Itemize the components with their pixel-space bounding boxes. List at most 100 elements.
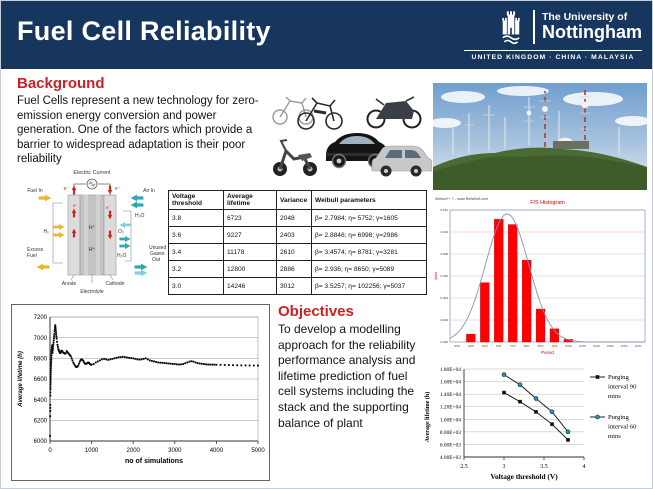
conv-point [130,357,133,360]
conv-point [205,363,207,366]
diagram-label-h2o: H₂O [135,213,145,219]
conv-point [219,363,222,366]
conv-point [69,354,71,357]
hist-xtick-label: 4800 [468,344,474,348]
conv-point [140,358,143,361]
conv-point [148,359,151,362]
header-bar: Fuel Cell Reliability [1,1,652,69]
hist-bar [480,282,490,343]
conv-point [198,362,201,365]
purging-interval-chart: 1.80E+04 1.60E+04 1.40E+04 1.20E+04 1.00E+04… [424,367,637,481]
hist-xtick-label: 13600 [620,344,628,348]
conv-point [240,364,243,367]
conv-point [49,386,52,389]
conv-point [67,352,70,355]
purge-xtick-label: 3 [503,464,506,470]
purge-ytick-label: 1.60E+04 [440,380,461,386]
purge-marker-circle [549,409,555,415]
conv-point [173,363,176,365]
purge-marker-square [550,422,554,426]
table-cell: 9227 [223,226,277,244]
diagram-label-electron: e⁻ [115,186,121,192]
conv-ytick-label: 6600 [34,377,48,383]
table-cell: β= 2.7984; η= 5752; γ=1605 [311,209,427,227]
conv-point [105,358,108,361]
conv-point [49,407,52,409]
convergence-chart-frame: 6000 6200 6400 6600 6800 7000 7200 0 1000 2000 300… [11,304,270,481]
table-row: 3.0 14246 3012 β= 3.5257; η= 102256; γ=5037 [168,277,427,295]
conv-point [78,362,81,365]
fuel-cell-diagram: Electric Current Fuel In Air In e⁻ e⁻ e⁻… [27,170,166,295]
conv-point [207,363,209,366]
conv-point [50,346,53,349]
diagram-label-anode: Anode [62,281,77,287]
conv-point [126,356,128,359]
hist-xtick-label: 12800 [607,344,615,348]
conv-point [136,358,139,361]
hist-xtick-label: 4000 [454,344,460,348]
hist-xtick-label: 8000 [524,344,530,348]
conv-point [94,361,97,364]
table-header-cell: Voltage threshold [168,190,224,210]
conv-point [50,365,52,367]
purge-ytick-label: 8.00E+03 [440,430,461,436]
hist-xtick-label: 7200 [510,344,516,348]
conv-ylabel: Average lifetime (h) [18,351,24,408]
conv-point [111,357,114,360]
purge-legend-label: interval 90 [608,384,637,391]
conv-point [196,362,199,364]
conv-point [209,363,212,366]
purge-marker-square [518,399,522,404]
table-body: 3.8 6723 2048 β= 2.7984; η= 5752; γ=1605 3.6… [168,209,427,295]
conv-point [50,354,53,357]
conv-point [200,362,203,365]
conv-point [92,363,95,365]
logo-line2: Nottingham [542,22,642,43]
conv-point [167,362,170,365]
conv-point [163,362,166,364]
conv-point [213,363,216,366]
hist-xtick-label: 5600 [482,344,488,348]
purge-marker-circle [595,414,600,420]
conv-point [186,361,189,364]
conv-point [58,350,61,352]
hist-bar [466,333,476,343]
table-cell: β= 3.4574; η= 8781; γ=3281 [311,243,427,261]
conv-point [55,333,58,336]
purge-marker-circle [517,382,523,388]
conv-point [257,364,259,367]
conv-point [53,337,55,340]
conv-point [50,363,52,365]
conv-ytick-label: 7200 [34,315,48,321]
purge-ytick-label: 1.00E+04 [440,417,461,423]
table-cell: 6723 [223,209,277,227]
purge-marker-circle [565,429,571,435]
purge-ytick-label: 1.20E+04 [440,405,461,411]
conv-point [56,344,59,346]
hist-xtick-label: 12000 [593,344,601,348]
conv-point [50,352,53,355]
purge-legend-label: mins [608,393,621,400]
conv-ytick-label: 6400 [34,398,48,404]
conv-point [83,361,86,364]
conv-point [54,324,57,327]
conv-point [53,328,56,331]
conv-point [55,337,58,340]
hist-xtick-label: 6400 [496,344,502,348]
conv-point [49,415,52,418]
conv-point [55,335,58,338]
purge-legend-label: interval 60 [608,424,637,431]
diagram-label-electrolyte: Electrolyte [80,289,104,295]
purge-legend-label: Purging [608,374,629,381]
conv-point [82,360,85,362]
conv-point [49,410,52,412]
hist-ytick-label: 0.000 [440,340,448,344]
conv-point [211,363,214,366]
conv-point [50,358,53,361]
background-heading: Background [17,75,105,92]
conv-point [157,361,160,364]
conv-point [57,349,60,351]
conv-xtick-label: 4000 [210,448,224,454]
conv-point [73,363,76,365]
